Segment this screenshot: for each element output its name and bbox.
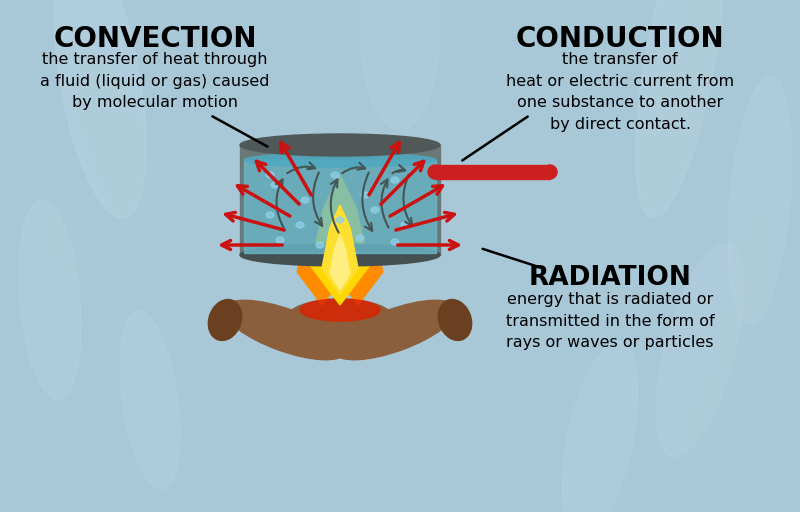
Polygon shape [322, 205, 358, 295]
Bar [435, 165, 550, 179]
Polygon shape [298, 195, 346, 305]
Ellipse shape [316, 242, 324, 248]
Ellipse shape [391, 177, 399, 183]
Ellipse shape [428, 165, 442, 179]
Ellipse shape [334, 300, 457, 360]
Ellipse shape [391, 239, 399, 245]
Bar [244, 160, 436, 253]
Ellipse shape [438, 300, 472, 340]
Ellipse shape [543, 165, 557, 179]
Bar [240, 145, 440, 255]
Ellipse shape [276, 237, 284, 243]
Ellipse shape [266, 172, 274, 178]
Ellipse shape [301, 197, 309, 203]
Ellipse shape [76, 55, 164, 245]
Ellipse shape [361, 192, 369, 198]
Ellipse shape [722, 211, 778, 389]
Ellipse shape [296, 222, 304, 228]
Polygon shape [334, 195, 382, 305]
Ellipse shape [656, 243, 744, 457]
Ellipse shape [285, 299, 395, 341]
Text: RADIATION: RADIATION [529, 265, 691, 291]
Ellipse shape [208, 300, 242, 340]
Ellipse shape [30, 121, 90, 279]
Ellipse shape [679, 339, 761, 501]
Text: CONDUCTION: CONDUCTION [516, 25, 724, 53]
Text: the transfer of
heat or electric current from
one substance to another
by direct: the transfer of heat or electric current… [506, 52, 734, 132]
Ellipse shape [401, 222, 409, 228]
Ellipse shape [728, 75, 792, 325]
Ellipse shape [223, 300, 346, 360]
Text: the transfer of heat through
a fluid (liquid or gas) caused
by molecular motion: the transfer of heat through a fluid (li… [40, 52, 270, 110]
Ellipse shape [240, 134, 440, 156]
Ellipse shape [244, 153, 436, 167]
Text: CONVECTION: CONVECTION [54, 25, 257, 53]
Ellipse shape [360, 0, 440, 130]
Ellipse shape [120, 311, 180, 489]
Ellipse shape [300, 299, 380, 321]
Ellipse shape [271, 182, 279, 188]
Ellipse shape [336, 217, 344, 223]
Ellipse shape [356, 235, 364, 241]
Ellipse shape [240, 244, 440, 266]
Ellipse shape [54, 0, 146, 218]
Ellipse shape [636, 0, 724, 218]
Ellipse shape [371, 207, 379, 213]
Polygon shape [310, 175, 370, 305]
Ellipse shape [640, 0, 720, 211]
Ellipse shape [19, 200, 81, 400]
Text: energy that is radiated or
transmitted in the form of
rays or waves or particles: energy that is radiated or transmitted i… [506, 292, 714, 350]
Ellipse shape [266, 212, 274, 218]
Polygon shape [330, 235, 350, 290]
Ellipse shape [562, 342, 638, 512]
Ellipse shape [331, 172, 339, 178]
